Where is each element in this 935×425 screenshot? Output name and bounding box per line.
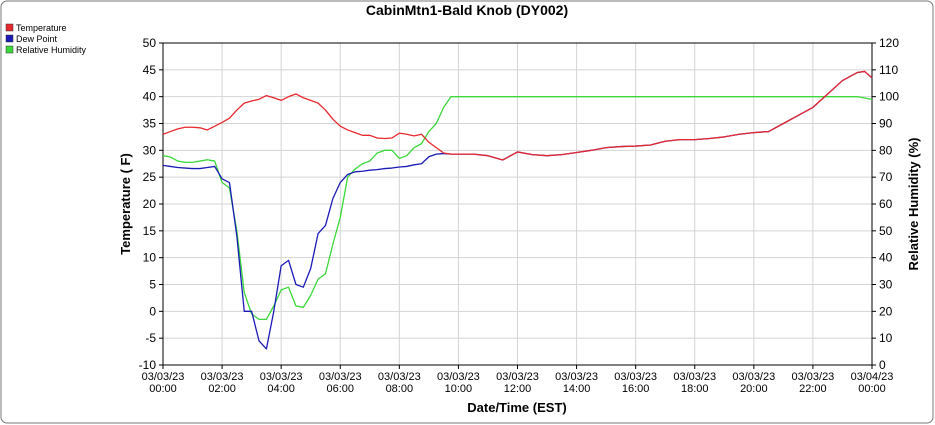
y2-tick-label: 50 [879,224,893,238]
y-tick-label: 15 [143,224,157,238]
y2-tick-label: 110 [879,63,898,77]
y2-tick-label: 0 [879,358,886,372]
plot-border [162,42,873,366]
x-tick-label: 03/03/23 18:00 [673,371,717,395]
legend-label: Relative Humidity [16,45,87,55]
x-tick-label: 03/03/23 02:00 [200,371,244,395]
legend-swatch [5,34,14,43]
x-tick-label: 03/04/23 00:00 [850,371,894,395]
y-tick-label: 0 [149,304,156,318]
x-tick-label: 03/03/23 16:00 [614,371,658,395]
y-tick-label: 45 [143,63,157,77]
chart-title: CabinMtn1-Bald Knob (DY002) [366,2,568,18]
y-tick-label: 25 [143,170,157,184]
y2-tick-label: 40 [879,251,893,265]
y2-tick-label: 80 [879,143,893,157]
y2-tick-label: 120 [879,36,899,50]
y2-tick-label: 10 [879,331,893,345]
y2-tick-label: 90 [879,117,893,131]
x-tick-label: 03/03/23 14:00 [555,371,598,395]
x-tick-label: 03/03/23 08:00 [377,371,421,395]
y-tick-label: -5 [145,331,156,345]
legend-swatch [5,45,14,54]
y-tick-label: 50 [143,36,157,50]
legend-label: Dew Point [16,34,58,44]
y-tick-label: -10 [139,358,157,372]
y-axis-title: Temperature ( F) [118,153,133,255]
x-tick-label: 03/03/23 00:00 [141,371,185,395]
y-tick-label: 5 [149,278,156,292]
y2-tick-label: 20 [879,304,893,318]
legend-swatch [5,23,14,32]
series-line [162,70,873,161]
x-tick-label: 03/03/23 04:00 [259,371,303,395]
series-line [162,96,873,321]
x-tick-label: 03/03/23 22:00 [791,371,835,395]
y2-tick-label: 100 [879,90,899,104]
x-tick-label: 03/03/23 20:00 [732,371,776,395]
legend-label: Temperature [16,23,67,33]
x-tick-label: 03/03/23 12:00 [496,371,539,395]
y-tick-label: 10 [143,251,157,265]
x-tick-label: 03/03/23 06:00 [318,371,362,395]
y2-axis-title: Relative Humidity (%) [906,138,921,271]
y-tick-label: 30 [143,143,157,157]
y2-tick-label: 30 [879,278,893,292]
y2-tick-label: 60 [879,197,893,211]
x-tick-label: 03/03/23 10:00 [436,371,480,395]
y-tick-label: 35 [143,117,157,131]
y2-tick-label: 70 [879,170,893,184]
y-tick-label: 20 [143,197,157,211]
x-axis-title: Date/Time (EST) [467,400,566,415]
y-tick-label: 40 [143,90,157,104]
